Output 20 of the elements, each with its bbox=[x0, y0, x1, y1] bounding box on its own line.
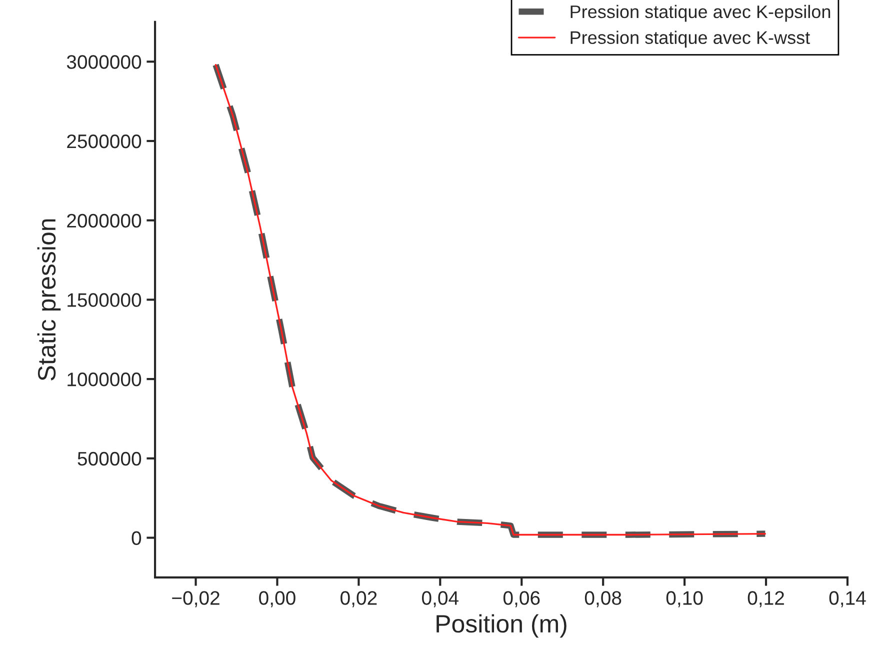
y-tick-label: 1000000 bbox=[68, 372, 142, 386]
x-tick-label: 0,04 bbox=[422, 591, 459, 608]
y-tick-label: 500000 bbox=[78, 452, 142, 466]
y-tick-label: 2500000 bbox=[67, 134, 142, 148]
x-tick-label: −0,02 bbox=[172, 591, 220, 608]
y-tick-label: 2000000 bbox=[67, 214, 142, 228]
y-tick-label: 3000000 bbox=[66, 55, 142, 69]
x-tick-label: 0,08 bbox=[584, 591, 622, 608]
x-tick-label: 0,12 bbox=[748, 591, 784, 608]
y-axis-title: Static pression bbox=[37, 219, 61, 381]
x-tick-label: 0,00 bbox=[259, 591, 296, 608]
x-tick-label: 0,02 bbox=[340, 591, 377, 608]
x-tick-label: 0,14 bbox=[829, 591, 866, 608]
legend-label: Pression statique avec K-epsilon bbox=[570, 4, 830, 22]
legend-label: Pression statique avec K-wsst bbox=[570, 30, 810, 48]
x-tick-label: 0,06 bbox=[503, 591, 540, 608]
x-axis-title: Position (m) bbox=[436, 614, 566, 638]
y-tick-label: 1500000 bbox=[68, 293, 142, 307]
x-tick-label: 0,10 bbox=[666, 591, 703, 608]
y-tick-label: 0 bbox=[132, 531, 142, 545]
